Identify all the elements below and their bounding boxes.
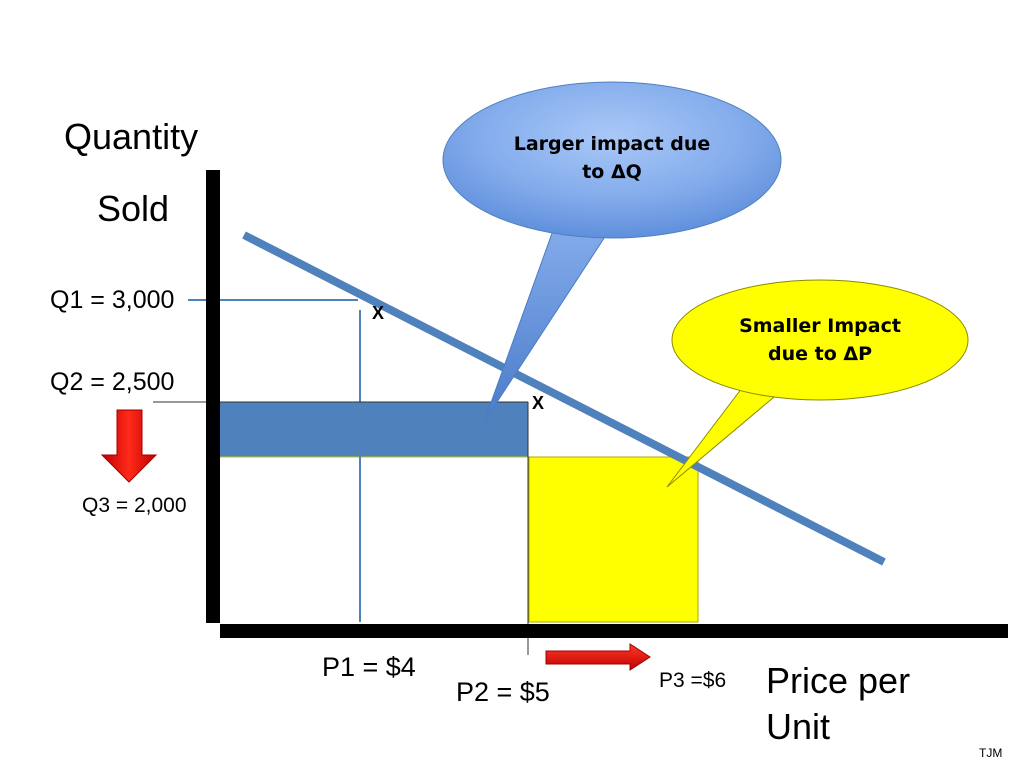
smaller-impact-line1: Smaller Impact — [739, 315, 901, 337]
x-axis-title-line2: Unit — [766, 706, 831, 747]
demand-line — [242, 231, 886, 566]
y-axis-title-line2: Sold — [97, 188, 170, 229]
q3-label: Q3 = 2,000 — [82, 494, 187, 517]
p3-label: P3 =$6 — [659, 669, 727, 692]
larger-impact-callout — [442, 81, 782, 239]
p1-label: P1 = $4 — [322, 652, 416, 682]
point-marker-q2p2: X — [532, 393, 545, 413]
smaller-impact-callout-text: Smaller Impact due to ΔP — [714, 312, 926, 368]
price-increase-arrow-icon — [545, 643, 651, 671]
x-axis — [220, 624, 1008, 638]
x-axis-title-line1: Price per — [766, 660, 911, 701]
footer-initials: TJM — [979, 746, 1003, 760]
y-axis — [206, 170, 220, 623]
y-axis-title-line1: Quantity — [64, 116, 199, 157]
smaller-impact-callout — [671, 279, 969, 401]
point-marker-q1p1: X — [372, 303, 385, 323]
q1-label: Q1 = 3,000 — [50, 286, 175, 314]
larger-impact-line1: Larger impact due — [513, 133, 711, 155]
revenue-loss-rect — [213, 401, 529, 458]
smaller-impact-line2: due to ΔP — [767, 343, 872, 365]
larger-impact-callout-text: Larger impact due to ΔQ — [497, 130, 727, 186]
p2-label: P2 = $5 — [456, 677, 550, 707]
q2-label: Q2 = 2,500 — [50, 368, 175, 396]
smaller-impact-callout-tail — [666, 383, 782, 488]
quantity-decrease-arrow-icon — [100, 409, 158, 483]
larger-impact-line2: to ΔQ — [582, 161, 642, 183]
